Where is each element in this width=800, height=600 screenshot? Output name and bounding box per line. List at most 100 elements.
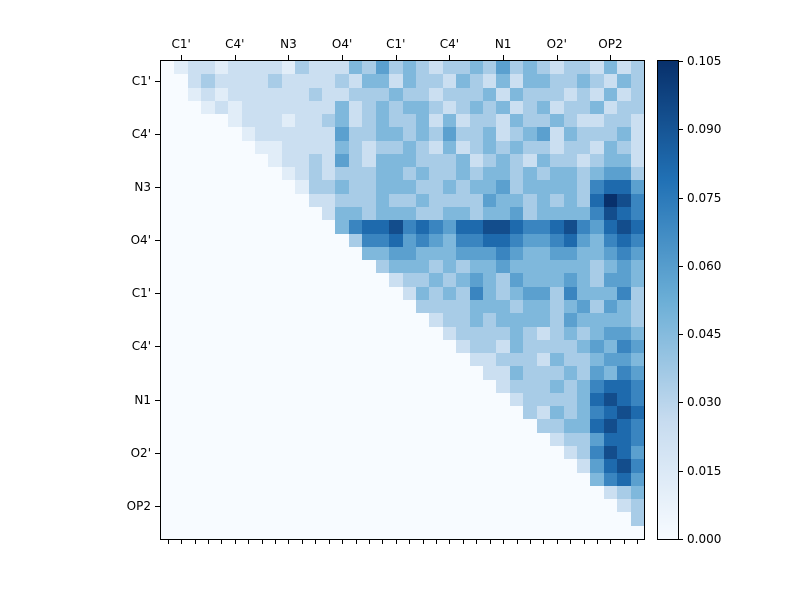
heatmap-cell <box>536 446 551 460</box>
heatmap-cell <box>590 260 604 274</box>
heatmap-cell <box>322 167 336 181</box>
heatmap-cell <box>187 326 202 340</box>
y-major-tick <box>155 346 160 348</box>
heatmap-cell <box>415 485 430 500</box>
heatmap-cell <box>268 74 282 88</box>
y-major-tick <box>155 293 160 295</box>
heatmap-cell <box>254 353 269 367</box>
heatmap-cell <box>509 379 524 393</box>
heatmap-cell <box>174 114 188 128</box>
heatmap-cell <box>281 326 296 340</box>
heatmap-cell <box>496 446 510 460</box>
heatmap-cell <box>590 485 604 500</box>
heatmap-cell <box>375 167 390 181</box>
heatmap-cell <box>362 61 376 75</box>
heatmap-cell <box>254 153 269 168</box>
heatmap-cell <box>429 167 443 181</box>
heatmap-cell <box>228 299 242 314</box>
heatmap-cell <box>201 153 215 168</box>
heatmap-cell <box>322 193 336 208</box>
heatmap-cell <box>402 273 416 287</box>
heatmap-cell <box>563 339 577 354</box>
heatmap-cell <box>295 472 309 486</box>
heatmap-cell <box>375 299 390 314</box>
heatmap-cell <box>241 87 255 101</box>
heatmap-cell <box>442 61 457 75</box>
heatmap-cell <box>496 379 510 393</box>
heatmap-cell <box>348 167 363 181</box>
x-minor-tick <box>610 540 612 544</box>
heatmap-cell <box>281 419 296 433</box>
heatmap-cell <box>362 299 376 314</box>
heatmap-cell <box>201 246 215 261</box>
heatmap-cell <box>603 273 618 287</box>
heatmap-cell <box>268 459 282 473</box>
heatmap-cell <box>402 472 416 486</box>
heatmap-cell <box>576 180 591 194</box>
heatmap-cell <box>362 207 376 221</box>
heatmap-cell <box>630 406 644 420</box>
heatmap-cell <box>483 353 497 367</box>
heatmap-cell <box>281 246 296 261</box>
heatmap-cell <box>469 472 483 486</box>
heatmap-cell <box>201 459 215 473</box>
heatmap-cell <box>563 153 577 168</box>
colorbar-tick <box>678 402 683 404</box>
heatmap-cell <box>281 114 296 128</box>
heatmap-cell <box>268 446 282 460</box>
heatmap-cell <box>402 339 416 354</box>
y-major-tick <box>155 187 160 189</box>
heatmap-cell <box>496 100 510 115</box>
heatmap-cell <box>295 286 309 300</box>
heatmap-cell <box>550 339 564 354</box>
heatmap-cell <box>415 114 430 128</box>
heatmap-cell <box>509 167 524 181</box>
heatmap-cell <box>268 140 282 154</box>
heatmap-cell <box>161 114 175 128</box>
heatmap-cell <box>228 61 242 75</box>
heatmap-cell <box>254 379 269 393</box>
heatmap-cell <box>576 525 591 539</box>
heatmap-cell <box>389 273 403 287</box>
heatmap-cell <box>429 140 443 154</box>
heatmap-cell <box>456 127 470 141</box>
heatmap-cell <box>268 153 282 168</box>
heatmap-cell <box>523 140 537 154</box>
heatmap-cell <box>228 87 242 101</box>
heatmap-cell <box>563 512 577 526</box>
heatmap-cell <box>563 167 577 181</box>
heatmap-cell <box>496 432 510 447</box>
colorbar-tick <box>678 265 683 267</box>
heatmap-cell <box>362 233 376 247</box>
heatmap-cell <box>228 127 242 141</box>
heatmap-cell <box>576 153 591 168</box>
heatmap-cell <box>254 326 269 340</box>
heatmap-cell <box>375 207 390 221</box>
heatmap-cell <box>201 299 215 314</box>
heatmap-cell <box>630 273 644 287</box>
heatmap-cell <box>308 114 322 128</box>
heatmap-cell <box>469 260 483 274</box>
heatmap-cell <box>523 260 537 274</box>
heatmap-cell <box>590 459 604 473</box>
heatmap-cell <box>576 273 591 287</box>
y-tick-label: N3 <box>134 180 151 195</box>
heatmap-cell <box>389 326 403 340</box>
heatmap-cell <box>308 353 322 367</box>
heatmap-cell <box>241 512 255 526</box>
heatmap-cell <box>241 313 255 327</box>
heatmap-cell <box>483 366 497 380</box>
heatmap-cell <box>402 260 416 274</box>
heatmap-cell <box>268 379 282 393</box>
heatmap-cell <box>362 525 376 539</box>
heatmap-cell <box>402 61 416 75</box>
heatmap-cell <box>295 353 309 367</box>
heatmap-cell <box>509 61 524 75</box>
heatmap-cell <box>509 153 524 168</box>
heatmap-cell <box>174 167 188 181</box>
heatmap-cell <box>630 485 644 500</box>
heatmap-cell <box>201 485 215 500</box>
heatmap-cell <box>456 207 470 221</box>
heatmap-cell <box>630 299 644 314</box>
heatmap-cell <box>563 114 577 128</box>
